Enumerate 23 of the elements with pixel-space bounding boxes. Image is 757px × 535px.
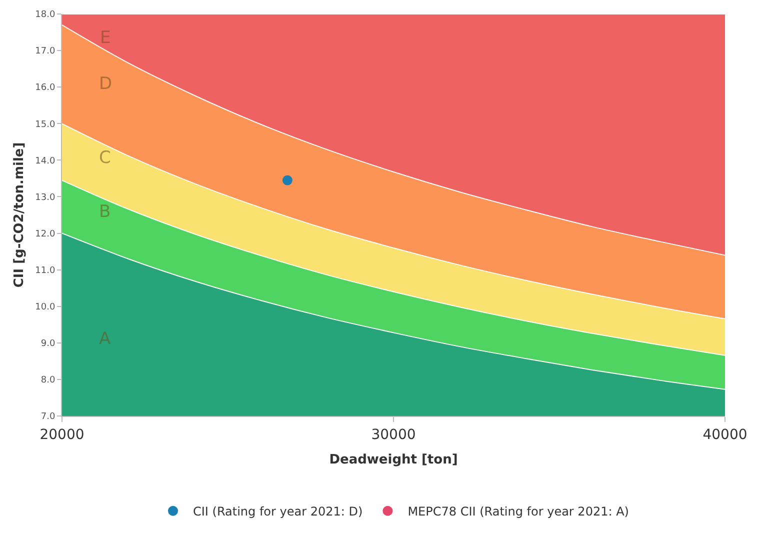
y-tick-label: 11.0 [35, 266, 56, 276]
annotation: D [99, 74, 112, 94]
x-axis-title: Deadweight [ton] [329, 452, 458, 468]
x-tick-label: 40000 [702, 426, 748, 443]
y-tick-label: 10.0 [35, 302, 56, 313]
y-tick-label: 15.0 [35, 120, 56, 130]
annotation: C [99, 148, 111, 168]
y-tick-label: 18.0 [35, 10, 56, 20]
y-tick-label: 16.0 [35, 83, 56, 94]
annotation: B [99, 202, 111, 222]
legend-label: MEPC78 CII (Rating for year 2021: A) [408, 504, 629, 519]
x-tick-label: 20000 [40, 426, 84, 443]
y-tick-label: 8.0 [40, 376, 56, 386]
y-tick-label: 9.0 [40, 339, 56, 350]
y-tick-label: 7.0 [40, 412, 56, 422]
annotation: E [100, 28, 111, 48]
y-tick-label: 17.0 [35, 46, 56, 57]
y-tick-label: 13.0 [35, 192, 56, 203]
legend-label: CII (Rating for year 2021: D) [193, 504, 363, 519]
x-tick-label: 30000 [371, 426, 416, 443]
y-tick-label: 12.0 [35, 229, 56, 240]
y-tick-label: 14.0 [35, 156, 56, 166]
y-axis-title: CII [g-CO2/ton.mile] [12, 142, 28, 288]
